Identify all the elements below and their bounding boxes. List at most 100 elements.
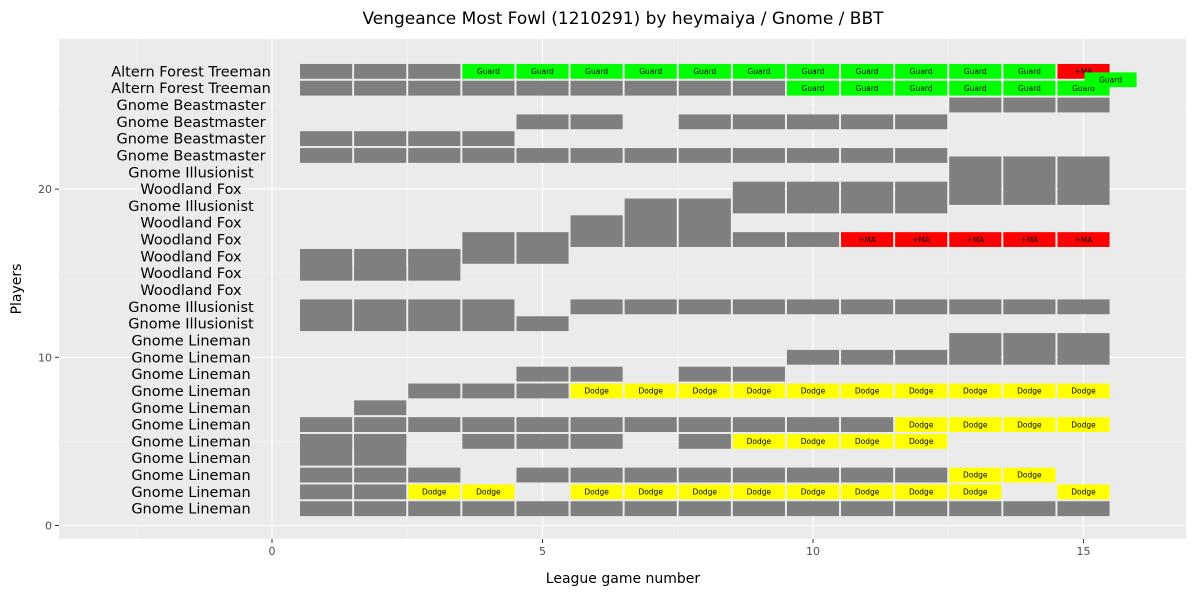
player-tile <box>678 80 731 96</box>
player-tile <box>516 114 569 130</box>
skill-badge-label: Guard <box>585 67 608 76</box>
player-tile <box>354 131 407 147</box>
skill-badge-label: Dodge <box>1071 420 1096 429</box>
player-tile <box>408 148 461 163</box>
skill-badge-label: Guard <box>639 67 662 76</box>
skill-badge-label: Dodge <box>963 387 988 396</box>
skill-badge <box>570 484 623 500</box>
player-tile <box>516 232 569 264</box>
skill-badge <box>624 484 677 500</box>
player-tile <box>408 63 461 79</box>
player-tile <box>516 417 569 432</box>
player-tile <box>570 417 623 432</box>
player-tile <box>732 148 785 163</box>
skill-badge-label: Dodge <box>747 488 772 497</box>
player-tile <box>678 501 731 517</box>
row-label: Gnome Lineman <box>131 502 250 518</box>
player-tile <box>1003 97 1056 113</box>
skill-badge-label: Dodge <box>855 387 880 396</box>
player-tile <box>1003 501 1056 517</box>
skill-badge <box>895 433 948 449</box>
y-tick-label: 20 <box>38 183 52 196</box>
skill-badge-label: +MA <box>912 235 931 244</box>
player-tile <box>678 417 731 432</box>
player-tile <box>841 501 894 517</box>
player-tile <box>516 366 569 382</box>
skill-badge-label: Guard <box>693 67 716 76</box>
row-label: Altern Forest Treeman <box>111 81 271 97</box>
player-tile <box>786 417 840 432</box>
skill-badge-label: Dodge <box>855 488 880 497</box>
skill-badge <box>732 433 785 449</box>
player-tile <box>300 131 353 147</box>
skill-badge-label: Guard <box>1099 75 1122 84</box>
player-tile <box>732 114 785 130</box>
x-axis-title: League game number <box>546 571 701 587</box>
player-tile <box>949 299 1002 315</box>
skill-badge <box>949 232 1002 247</box>
skill-badge <box>895 383 948 399</box>
player-tile <box>786 232 840 247</box>
player-tile <box>516 80 569 96</box>
row-label: Woodland Fox <box>140 182 242 198</box>
skill-badge-label: Dodge <box>855 437 880 446</box>
skill-badge-label: Dodge <box>909 437 934 446</box>
player-tile <box>895 181 948 214</box>
player-tile <box>895 299 948 315</box>
skill-badge-label: Dodge <box>422 488 447 497</box>
skill-badge-label: Dodge <box>963 488 988 497</box>
player-tile <box>354 248 407 281</box>
skill-badge <box>624 383 677 399</box>
skill-badge <box>786 484 840 500</box>
player-tile <box>1003 333 1056 365</box>
skill-badge <box>949 80 1002 96</box>
skill-badges: Dodge Dodge Dodge Dodge Dodge Dodge Dodge Dodge… <box>408 63 1137 500</box>
skill-badge-label: Guard <box>856 67 879 76</box>
player-tile <box>949 333 1002 365</box>
player-tile <box>624 501 677 517</box>
player-tile <box>624 299 677 315</box>
player-tile <box>408 417 461 432</box>
player-tile <box>1003 299 1056 315</box>
player-tile <box>516 433 569 449</box>
player-tile <box>300 63 353 79</box>
player-tiles <box>300 63 1110 517</box>
player-tile <box>895 467 948 483</box>
skill-badge-label: Dodge <box>1071 387 1096 396</box>
player-tile <box>354 400 407 416</box>
player-tile <box>462 299 515 332</box>
player-tile <box>624 417 677 432</box>
x-tick-label: 15 <box>1077 545 1091 558</box>
player-tile <box>354 63 407 79</box>
skill-badge <box>841 80 894 96</box>
player-tile <box>732 232 785 247</box>
skill-badge-label: Dodge <box>1017 471 1042 480</box>
player-tile <box>462 417 515 432</box>
skill-badge <box>732 484 785 500</box>
player-tile <box>949 501 1002 517</box>
skill-badge <box>1003 80 1056 96</box>
player-tile <box>841 299 894 315</box>
skill-badge-label: +MA <box>1075 235 1094 244</box>
skill-badge <box>841 383 894 399</box>
player-tile <box>408 80 461 96</box>
player-tile <box>462 383 515 399</box>
skill-badge <box>841 433 894 449</box>
row-label: Woodland Fox <box>140 249 242 265</box>
skill-badge-label: Dodge <box>909 488 934 497</box>
row-label: Woodland Fox <box>140 216 242 232</box>
skill-badge <box>786 63 840 79</box>
skill-badge-label: Dodge <box>638 488 663 497</box>
player-tile <box>570 366 623 382</box>
player-tile <box>678 366 731 382</box>
player-tile <box>786 299 840 315</box>
player-tile <box>624 467 677 483</box>
player-tile <box>354 467 407 483</box>
skill-badge <box>678 63 731 79</box>
skill-badge <box>462 63 515 79</box>
skill-badge-label: Dodge <box>1017 420 1042 429</box>
player-tile <box>300 484 353 500</box>
player-tile <box>841 114 894 130</box>
player-tile <box>408 248 461 264</box>
